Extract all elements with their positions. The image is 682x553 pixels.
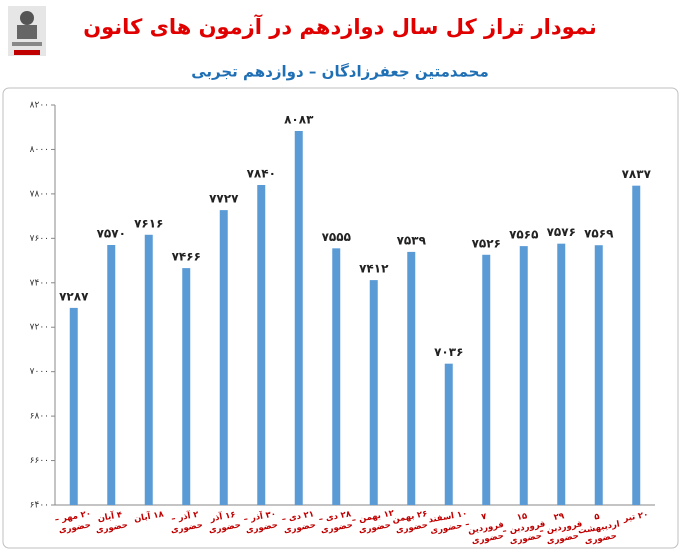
bar — [144, 234, 153, 505]
bar — [257, 185, 266, 505]
y-tick-label: ۶۶۰۰ — [30, 456, 49, 466]
value-label: ۷۵۲۶ — [472, 236, 501, 250]
y-tick-label: ۸۲۰۰ — [30, 101, 49, 111]
bar — [182, 268, 191, 505]
value-label: ۷۵۷۰ — [97, 227, 126, 241]
bar — [557, 243, 566, 505]
y-tick-label: ۶۸۰۰ — [30, 412, 49, 422]
value-label: ۷۲۸۷ — [59, 289, 89, 303]
bar — [519, 246, 528, 505]
bar — [594, 245, 603, 505]
value-label: ۷۵۷۶ — [547, 225, 576, 239]
value-label: ۷۵۶۵ — [509, 228, 538, 242]
value-label: ۷۷۲۷ — [209, 192, 239, 206]
bar — [482, 254, 491, 505]
value-label: ۷۸۴۰ — [247, 167, 276, 181]
bar — [107, 245, 116, 505]
value-label: ۷۴۱۲ — [359, 262, 389, 276]
y-tick-label: ۸۰۰۰ — [30, 145, 49, 155]
value-label: ۷۴۶۶ — [172, 250, 201, 264]
y-tick-label: ۷۶۰۰ — [30, 234, 49, 244]
value-label: ۷۰۳۶ — [434, 345, 463, 359]
y-tick-label: ۶۴۰۰ — [30, 501, 49, 511]
bar — [369, 280, 378, 505]
chart-subtitle: محمدمتین جعفرزادگان – دوازدهم تجربی — [191, 63, 489, 81]
y-tick-label: ۷۰۰۰ — [30, 367, 49, 377]
bar — [444, 363, 453, 505]
bar — [407, 251, 416, 505]
y-tick-label: ۷۲۰۰ — [30, 323, 49, 333]
bar — [219, 210, 228, 505]
y-tick-label: ۷۴۰۰ — [30, 278, 49, 288]
value-label: ۸۰۸۳ — [284, 113, 314, 127]
y-tick-label: ۷۸۰۰ — [30, 189, 49, 199]
value-label: ۷۵۶۹ — [584, 227, 614, 241]
chart-frame — [2, 87, 679, 549]
chart-title: نمودار تراز کل سال دوازدهم در آزمون های … — [83, 14, 597, 39]
bar — [332, 248, 341, 506]
bar — [632, 185, 641, 505]
value-label: ۷۵۵۵ — [322, 230, 351, 244]
value-label: ۷۵۳۹ — [397, 233, 427, 247]
value-label: ۷۸۳۷ — [622, 167, 652, 181]
value-label: ۷۶۱۶ — [134, 216, 163, 230]
bar — [69, 307, 78, 505]
logo — [8, 6, 46, 56]
bar — [294, 131, 303, 505]
